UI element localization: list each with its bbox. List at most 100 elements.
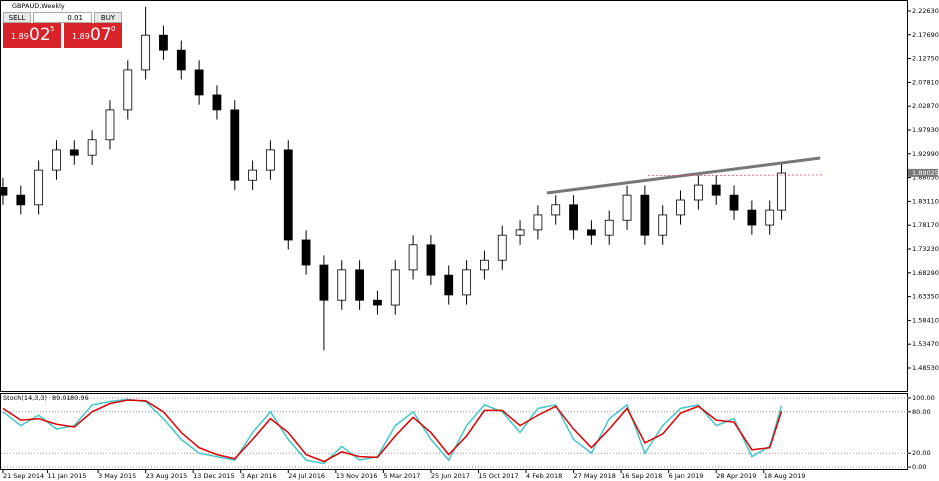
candle-body [497,234,507,261]
candle-body [515,229,525,236]
y-tick-label: 2.12750 [912,55,939,63]
candle-body [586,229,596,236]
sell-price[interactable]: 1.89 02 5 [3,23,61,48]
y-tick-label: 100.00 [912,394,935,402]
candle-body [194,69,204,96]
trendline [647,174,824,177]
price-frac: 5 [50,25,55,33]
buy-price[interactable]: 1.89 07 0 [64,23,122,48]
x-tick-label: 27 May 2018 [574,472,616,480]
x-tick-label: 3 May 2015 [98,472,136,480]
price-big: 1.89 [11,32,29,41]
x-tick-label: 21 Sep 2014 [3,472,44,480]
candle-body [248,169,258,181]
y-tick-label: 2.17690 [912,31,939,39]
y-tick-label: 2.07810 [912,78,939,86]
candle-body [283,149,293,241]
price-pips: 02 [29,25,51,45]
candle-body [551,204,561,216]
y-tick-label: 1.73230 [912,245,939,253]
candle-body [676,199,685,216]
x-tick-label: 16 Sep 2018 [621,472,662,480]
candle-body [159,34,168,51]
candle-body [711,184,721,196]
y-tick-label: 20.00 [912,449,931,457]
candle-body [123,69,133,111]
chart-title: GBPAUD,Weekly [12,2,65,10]
candle-body [604,219,614,236]
candle-body [640,194,650,236]
y-tick-label: 1.83110 [912,197,939,205]
y-tick-label: 1.97930 [912,126,939,134]
lot-input[interactable]: 0.01 [33,12,92,23]
stoch-frame [0,393,908,470]
candle-body [105,109,115,141]
trendline [546,156,821,195]
y-tick-label: 1.92990 [912,150,939,158]
x-tick-label: 23 Aug 2015 [146,472,188,480]
x-tick-label: 24 Jul 2016 [288,472,325,480]
candle-body [747,209,757,226]
candle-body [52,149,61,171]
candle-body [390,269,400,306]
y-tick-label: 80.00 [912,408,931,416]
y-tick-label: 1.53470 [912,340,939,348]
candle-body [408,244,418,271]
x-tick-label: 13 Nov 2016 [336,472,378,480]
x-tick-label: 15 Oct 2017 [478,472,518,480]
sell-button[interactable]: SELL [3,12,31,23]
price-big: 1.89 [72,32,90,41]
stoch-line [2,399,783,463]
x-tick-label: 5 Mar 2017 [383,472,420,480]
y-tick-label: 2.22630 [912,7,939,15]
current-price-label: 1.89025 [912,169,939,177]
candle-body [622,194,632,221]
candle-body [141,34,151,71]
candle-body [16,194,26,206]
y-tick-label: 1.48530 [912,364,939,372]
x-tick-label: 25 Jun 2017 [431,472,470,480]
y-tick-label: 1.68290 [912,269,939,277]
candle-body [658,214,668,236]
y-tick-label: 2.02870 [912,102,939,110]
current-price-box [908,168,938,177]
y-tick-label: 1.88050 [912,174,939,182]
candle-body [69,149,79,156]
candle-body [230,109,240,181]
x-tick-label: 18 Aug 2019 [764,472,806,480]
candle-body [533,214,543,231]
x-tick-label: 6 Jan 2019 [669,472,704,480]
candle-body [176,49,186,71]
candle-body [319,264,329,301]
candle-body [266,149,275,171]
candle-body [444,274,454,296]
candle-body [765,209,775,226]
candle-body [777,172,786,211]
price-pips: 07 [90,25,112,45]
candle-body [480,259,489,271]
trade-panel: SELL 0.01 BUY 1.89 02 5 1.89 07 0 [3,12,122,48]
candle-body [693,184,703,201]
candle-body [212,94,222,111]
candle-body [0,187,8,196]
x-tick-label: 13 Dec 2015 [193,472,235,480]
y-tick-label: 0.00 [912,463,926,471]
x-tick-label: 28 Apr 2019 [716,472,756,480]
candle-body [34,169,44,206]
candle-body [355,269,364,301]
x-tick-label: 4 Feb 2018 [526,472,562,480]
candle-body [426,244,436,276]
candle-body [337,269,347,301]
candle-body [87,139,97,156]
x-tick-label: 11 Jan 2015 [48,472,87,480]
y-tick-label: 1.78170 [912,221,939,229]
candle-body [373,299,382,306]
buy-button[interactable]: BUY [94,12,122,23]
x-tick-label: 3 Apr 2016 [241,472,277,480]
y-tick-label: 1.58410 [912,316,939,324]
price-frame [0,0,908,392]
candle-body [462,269,471,296]
candle-body [729,194,739,211]
